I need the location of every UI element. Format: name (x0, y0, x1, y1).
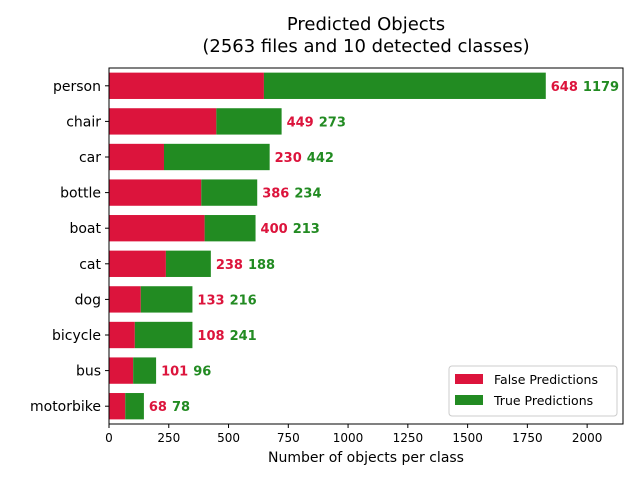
bar-motorbike-false-predictions (109, 393, 126, 420)
bar-bus-false-predictions (109, 357, 134, 384)
value-label-false-motorbike: 68 (149, 400, 167, 415)
plot-frame (108, 67, 624, 425)
y-tick-label-bicycle: bicycle (52, 328, 101, 344)
x-axis-label: Number of objects per class (268, 450, 464, 466)
value-label-true-person: 1179 (583, 80, 619, 95)
x-tick-label-1500: 1500 (452, 431, 483, 445)
bar-person-false-predictions (109, 72, 264, 99)
legend-frame (448, 365, 618, 417)
bar-chair-true-predictions (216, 108, 282, 135)
value-label-false-boat: 400 (261, 222, 288, 237)
bar-bottle-false-predictions (109, 179, 202, 206)
bar-boat-false-predictions (109, 215, 205, 242)
x-axis: 0 250 500 750 1000 1250 1500 1750 2000 (105, 424, 602, 445)
y-tick-label-chair: chair (66, 114, 101, 130)
x-tick-label-1250: 1250 (393, 431, 424, 445)
bar-car-true-predictions (163, 143, 270, 171)
y-tick-label-person: person (53, 79, 101, 95)
x-tick-label-1000: 1000 (333, 431, 364, 445)
y-tick-label-motorbike: motorbike (30, 399, 101, 415)
value-label-false-chair: 449 (287, 115, 314, 130)
value-labels-group: 648 1179 449 273 230 442 386 234 400 213 238 188 133… (149, 80, 619, 415)
value-label-true-chair: 273 (319, 115, 346, 130)
bar-dog-false-predictions (109, 286, 141, 313)
value-label-false-car: 230 (275, 151, 302, 166)
legend-swatch-true-predictions (455, 395, 483, 405)
bar-bicycle-false-predictions (109, 321, 135, 349)
value-label-true-bus: 96 (193, 365, 211, 380)
y-tick-label-dog: dog (75, 292, 101, 308)
value-label-true-bottle: 234 (294, 187, 321, 202)
bar-cat-true-predictions (165, 250, 211, 277)
legend-label-true-predictions: True Predictions (493, 393, 593, 408)
y-tick-label-boat: boat (69, 221, 101, 237)
value-label-true-cat: 188 (248, 258, 275, 273)
y-tick-label-bottle: bottle (60, 186, 101, 202)
bar-boat-true-predictions (204, 215, 256, 242)
bar-person-true-predictions (263, 72, 546, 99)
x-tick-label-250: 250 (157, 431, 180, 445)
bar-car-false-predictions (109, 143, 164, 171)
bar-dog-true-predictions (140, 286, 193, 313)
value-label-true-bicycle: 241 (230, 329, 257, 344)
bar-motorbike-true-predictions (125, 393, 144, 420)
value-label-true-car: 442 (307, 151, 334, 166)
value-label-false-bus: 101 (161, 365, 188, 380)
value-label-false-bicycle: 108 (197, 329, 224, 344)
x-tick-label-1750: 1750 (512, 431, 543, 445)
legend-label-false-predictions: False Predictions (494, 372, 598, 387)
legend: False Predictions True Predictions (448, 365, 618, 417)
y-tick-label-bus: bus (76, 364, 101, 380)
value-label-false-person: 648 (551, 80, 578, 95)
bar-chair-false-predictions (109, 108, 217, 135)
value-label-false-dog: 133 (197, 293, 224, 308)
value-label-true-boat: 213 (293, 222, 320, 237)
bar-bicycle-true-predictions (134, 321, 193, 349)
value-label-true-dog: 216 (230, 293, 257, 308)
value-label-false-cat: 238 (216, 258, 243, 273)
y-tick-label-car: car (79, 150, 101, 166)
value-label-false-bottle: 386 (262, 187, 289, 202)
bar-bus-true-predictions (133, 357, 157, 384)
bars-group (109, 72, 546, 420)
legend-swatch-false-predictions (455, 374, 483, 384)
y-axis: person chair car bottle boat cat dog bicycle bus… (30, 79, 109, 415)
value-label-true-motorbike: 78 (172, 400, 190, 415)
x-tick-label-0: 0 (105, 431, 113, 445)
chart-subtitle: (2563 files and 10 detected classes) (202, 36, 529, 57)
chart-title: Predicted Objects (287, 14, 445, 35)
x-tick-label-750: 750 (277, 431, 300, 445)
x-tick-label-500: 500 (217, 431, 240, 445)
bar-bottle-true-predictions (201, 179, 258, 206)
y-tick-label-cat: cat (79, 257, 101, 273)
bar-cat-false-predictions (109, 250, 166, 277)
x-tick-label-2000: 2000 (572, 431, 603, 445)
